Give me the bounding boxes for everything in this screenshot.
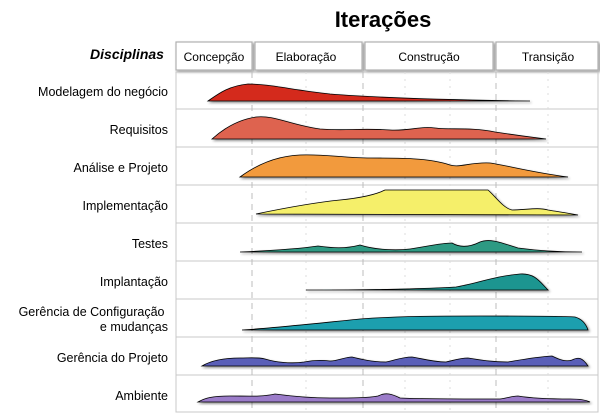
phase-label-concepcao: Concepção xyxy=(184,50,245,64)
label-implementacao: Implementação xyxy=(83,199,169,213)
label-ambiente: Ambiente xyxy=(115,389,168,403)
hump-ambiente xyxy=(196,393,591,403)
grid-frame xyxy=(175,71,599,413)
phase-label-construcao: Construção xyxy=(398,50,460,64)
hump-implementacao xyxy=(255,189,579,216)
label-analise-projeto: Análise e Projeto xyxy=(73,161,168,175)
phase-label-elaboracao: Elaboração xyxy=(276,50,337,64)
hump-modelagem-negocio xyxy=(206,83,531,102)
label-requisitos: Requisitos xyxy=(110,123,168,137)
hump-testes xyxy=(239,240,583,253)
label-gerencia-projeto: Gerência do Projeto xyxy=(57,351,168,365)
phase-box-elaboracao xyxy=(254,41,363,71)
hump-implantacao xyxy=(305,273,549,291)
label-implantacao: Implantação xyxy=(100,275,168,289)
disciplines-header: Disciplinas xyxy=(90,46,164,62)
hump-gerencia-configuracao xyxy=(241,315,589,331)
phase-box-construcao xyxy=(364,41,494,71)
phase-box-concepcao xyxy=(175,41,253,71)
label-modelagem-negocio: Modelagem do negócio xyxy=(38,85,168,99)
phase-label-transicao: Transição xyxy=(522,50,575,64)
label-testes: Testes xyxy=(132,237,168,251)
diagram-title: Iterações xyxy=(335,7,432,32)
hump-requisitos xyxy=(210,116,547,140)
hump-gerencia-projeto xyxy=(200,355,589,367)
discipline-humps xyxy=(196,83,591,403)
hump-analise-projeto xyxy=(238,154,569,178)
phase-box-transicao xyxy=(495,41,599,71)
label-gerencia-configuracao: Gerência de Configuração e mudanças xyxy=(19,305,168,334)
phase-header: Concepção Elaboração Construção Transiçã… xyxy=(175,41,599,71)
discipline-labels: Modelagem do negócio Requisitos Análise … xyxy=(19,85,168,403)
